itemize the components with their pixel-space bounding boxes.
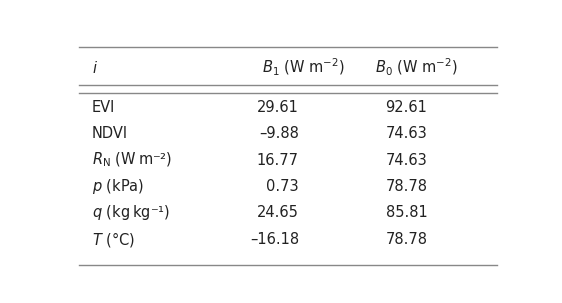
Text: $i$: $i$ [92,60,98,76]
Text: –16.18: –16.18 [250,232,299,247]
Text: 24.65: 24.65 [257,205,299,221]
Text: 16.77: 16.77 [257,153,299,168]
Text: EVI: EVI [92,100,115,115]
Text: 85.81: 85.81 [386,205,427,221]
Text: 92.61: 92.61 [386,100,427,115]
Text: $T$ (°C): $T$ (°C) [92,230,135,249]
Text: NDVI: NDVI [92,126,128,142]
Text: $B_1$ (W m$^{-2}$): $B_1$ (W m$^{-2}$) [262,57,345,78]
Text: 74.63: 74.63 [386,126,427,142]
Text: 29.61: 29.61 [257,100,299,115]
Text: 78.78: 78.78 [386,179,427,194]
Text: 0.73: 0.73 [266,179,299,194]
Text: 78.78: 78.78 [386,232,427,247]
Text: $B_0$ (W m$^{-2}$): $B_0$ (W m$^{-2}$) [375,57,458,78]
Text: $q$ (kg kg⁻¹): $q$ (kg kg⁻¹) [92,204,170,222]
Text: 74.63: 74.63 [386,153,427,168]
Text: –9.88: –9.88 [259,126,299,142]
Text: $p$ (kPa): $p$ (kPa) [92,177,144,196]
Text: $R_\mathrm{N}$ (W m⁻²): $R_\mathrm{N}$ (W m⁻²) [92,151,173,169]
